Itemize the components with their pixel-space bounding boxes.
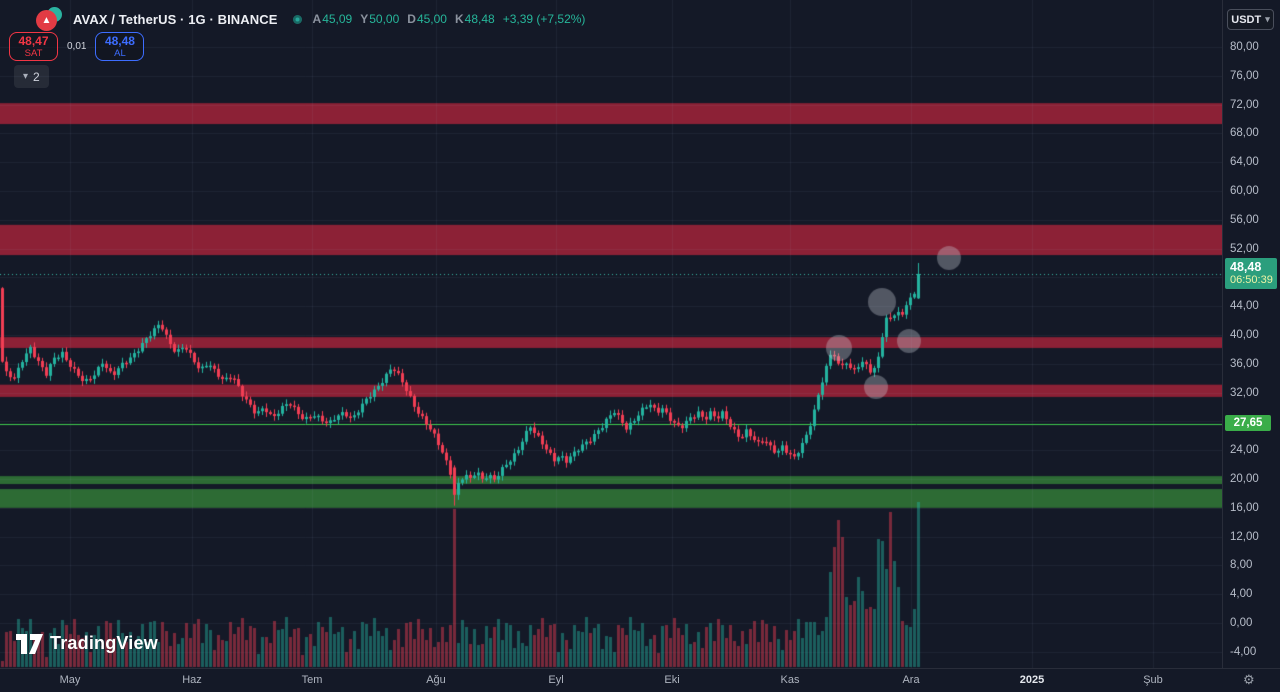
indicators-collapse-button[interactable]: ▾ 2 bbox=[14, 65, 49, 88]
trade-buttons: 48,47 SAT 0,01 48,48 AL bbox=[9, 32, 145, 61]
low-value: 45,00 bbox=[416, 12, 447, 26]
watermark-text: TradingView bbox=[50, 633, 158, 653]
high-label: Y bbox=[360, 12, 369, 26]
buy-price: 48,48 bbox=[104, 33, 135, 48]
time-tick: 2025 bbox=[1019, 674, 1045, 686]
price-tick: 76,00 bbox=[1230, 69, 1259, 82]
tradingview-watermark: TradingView bbox=[16, 633, 158, 654]
sell-label: SAT bbox=[24, 47, 43, 59]
time-tick: Eki bbox=[664, 674, 680, 686]
avax-coin-icon: ▲ bbox=[36, 10, 57, 31]
close-value: 48,48 bbox=[464, 12, 495, 26]
price-tick: 32,00 bbox=[1230, 386, 1259, 399]
price-tick: 8,00 bbox=[1230, 559, 1253, 572]
price-tick: 4,00 bbox=[1230, 588, 1253, 601]
price-tick: 60,00 bbox=[1230, 185, 1259, 197]
high-value: 50,00 bbox=[369, 12, 400, 26]
pair-logo[interactable]: ▲ bbox=[36, 7, 64, 31]
currency-toggle-button[interactable]: USDT ▾ bbox=[1227, 9, 1274, 30]
time-tick: Şub bbox=[1143, 674, 1163, 686]
buy-label: AL bbox=[114, 47, 126, 59]
symbol-title[interactable]: AVAX / TetherUS · 1G · BINANCE bbox=[73, 11, 278, 27]
avax-mark-icon: ▲ bbox=[41, 14, 52, 26]
price-tick: 0,00 bbox=[1230, 617, 1253, 629]
indicators-count: 2 bbox=[33, 69, 40, 84]
chevron-down-icon: ▾ bbox=[1265, 14, 1270, 24]
buy-button[interactable]: 48,48 AL bbox=[95, 32, 145, 61]
price-tick: 72,00 bbox=[1230, 98, 1259, 111]
price-tick: -4,00 bbox=[1230, 645, 1257, 658]
currency-label: USDT bbox=[1231, 13, 1262, 26]
close-label: K bbox=[454, 12, 464, 26]
price-tick: 36,00 bbox=[1230, 357, 1259, 370]
price-tick: 56,00 bbox=[1230, 213, 1259, 226]
time-tick: Haz bbox=[182, 674, 202, 686]
symbol-header: ▲ AVAX / TetherUS · 1G · BINANCE A 45,09 … bbox=[36, 7, 585, 31]
price-tick: 68,00 bbox=[1230, 127, 1259, 140]
price-tick: 12,00 bbox=[1230, 530, 1259, 543]
change-value: +3,39 (+7,52%) bbox=[502, 12, 586, 26]
time-tick: Ara bbox=[902, 674, 920, 686]
sell-button[interactable]: 48,47 SAT bbox=[9, 32, 58, 61]
ohlc-values: A 45,09 Y 50,00 D 45,00 K 48,48 +3,39 (+7,52… bbox=[313, 12, 586, 26]
last-price-badge: 48,48 06:50:39 bbox=[1225, 258, 1277, 289]
last-price-value: 48,48 bbox=[1230, 260, 1262, 274]
spread-value: 0,01 bbox=[67, 41, 87, 52]
price-tick: 40,00 bbox=[1230, 329, 1259, 341]
bar-countdown: 06:50:39 bbox=[1230, 274, 1273, 286]
price-axis[interactable]: USDT ▾ 48,48 06:50:39 27,65 80,00 76,00 72… bbox=[1222, 0, 1280, 668]
gear-icon[interactable]: ⚙ bbox=[1243, 672, 1255, 687]
tradingview-logo-icon bbox=[16, 633, 43, 654]
price-tick: 20,00 bbox=[1230, 473, 1259, 485]
alert-level-label: 27,65 bbox=[1225, 415, 1271, 431]
time-tick: Eyl bbox=[548, 674, 564, 686]
price-tick: 16,00 bbox=[1230, 501, 1259, 514]
price-chart-canvas[interactable] bbox=[0, 0, 1222, 668]
time-tick: Ağu bbox=[426, 674, 446, 686]
price-tick: 52,00 bbox=[1230, 242, 1259, 255]
price-tick: 24,00 bbox=[1230, 444, 1259, 457]
price-tick: 80,00 bbox=[1230, 41, 1259, 53]
low-label: D bbox=[407, 12, 416, 26]
open-value: 45,09 bbox=[322, 12, 353, 26]
price-tick: 44,00 bbox=[1230, 300, 1259, 313]
time-tick: Kas bbox=[780, 674, 800, 686]
chevron-down-icon: ▾ bbox=[23, 70, 29, 82]
price-tick: 64,00 bbox=[1230, 156, 1259, 169]
time-tick: May bbox=[59, 674, 81, 686]
sell-price: 48,47 bbox=[18, 33, 49, 48]
time-tick: Tem bbox=[301, 674, 323, 686]
market-status-dot-icon[interactable] bbox=[292, 14, 302, 24]
open-label: A bbox=[312, 12, 322, 26]
time-axis[interactable]: ⚙ May Haz Tem Ağu Eyl Eki Kas Ara 2025 Şub bbox=[0, 668, 1280, 692]
